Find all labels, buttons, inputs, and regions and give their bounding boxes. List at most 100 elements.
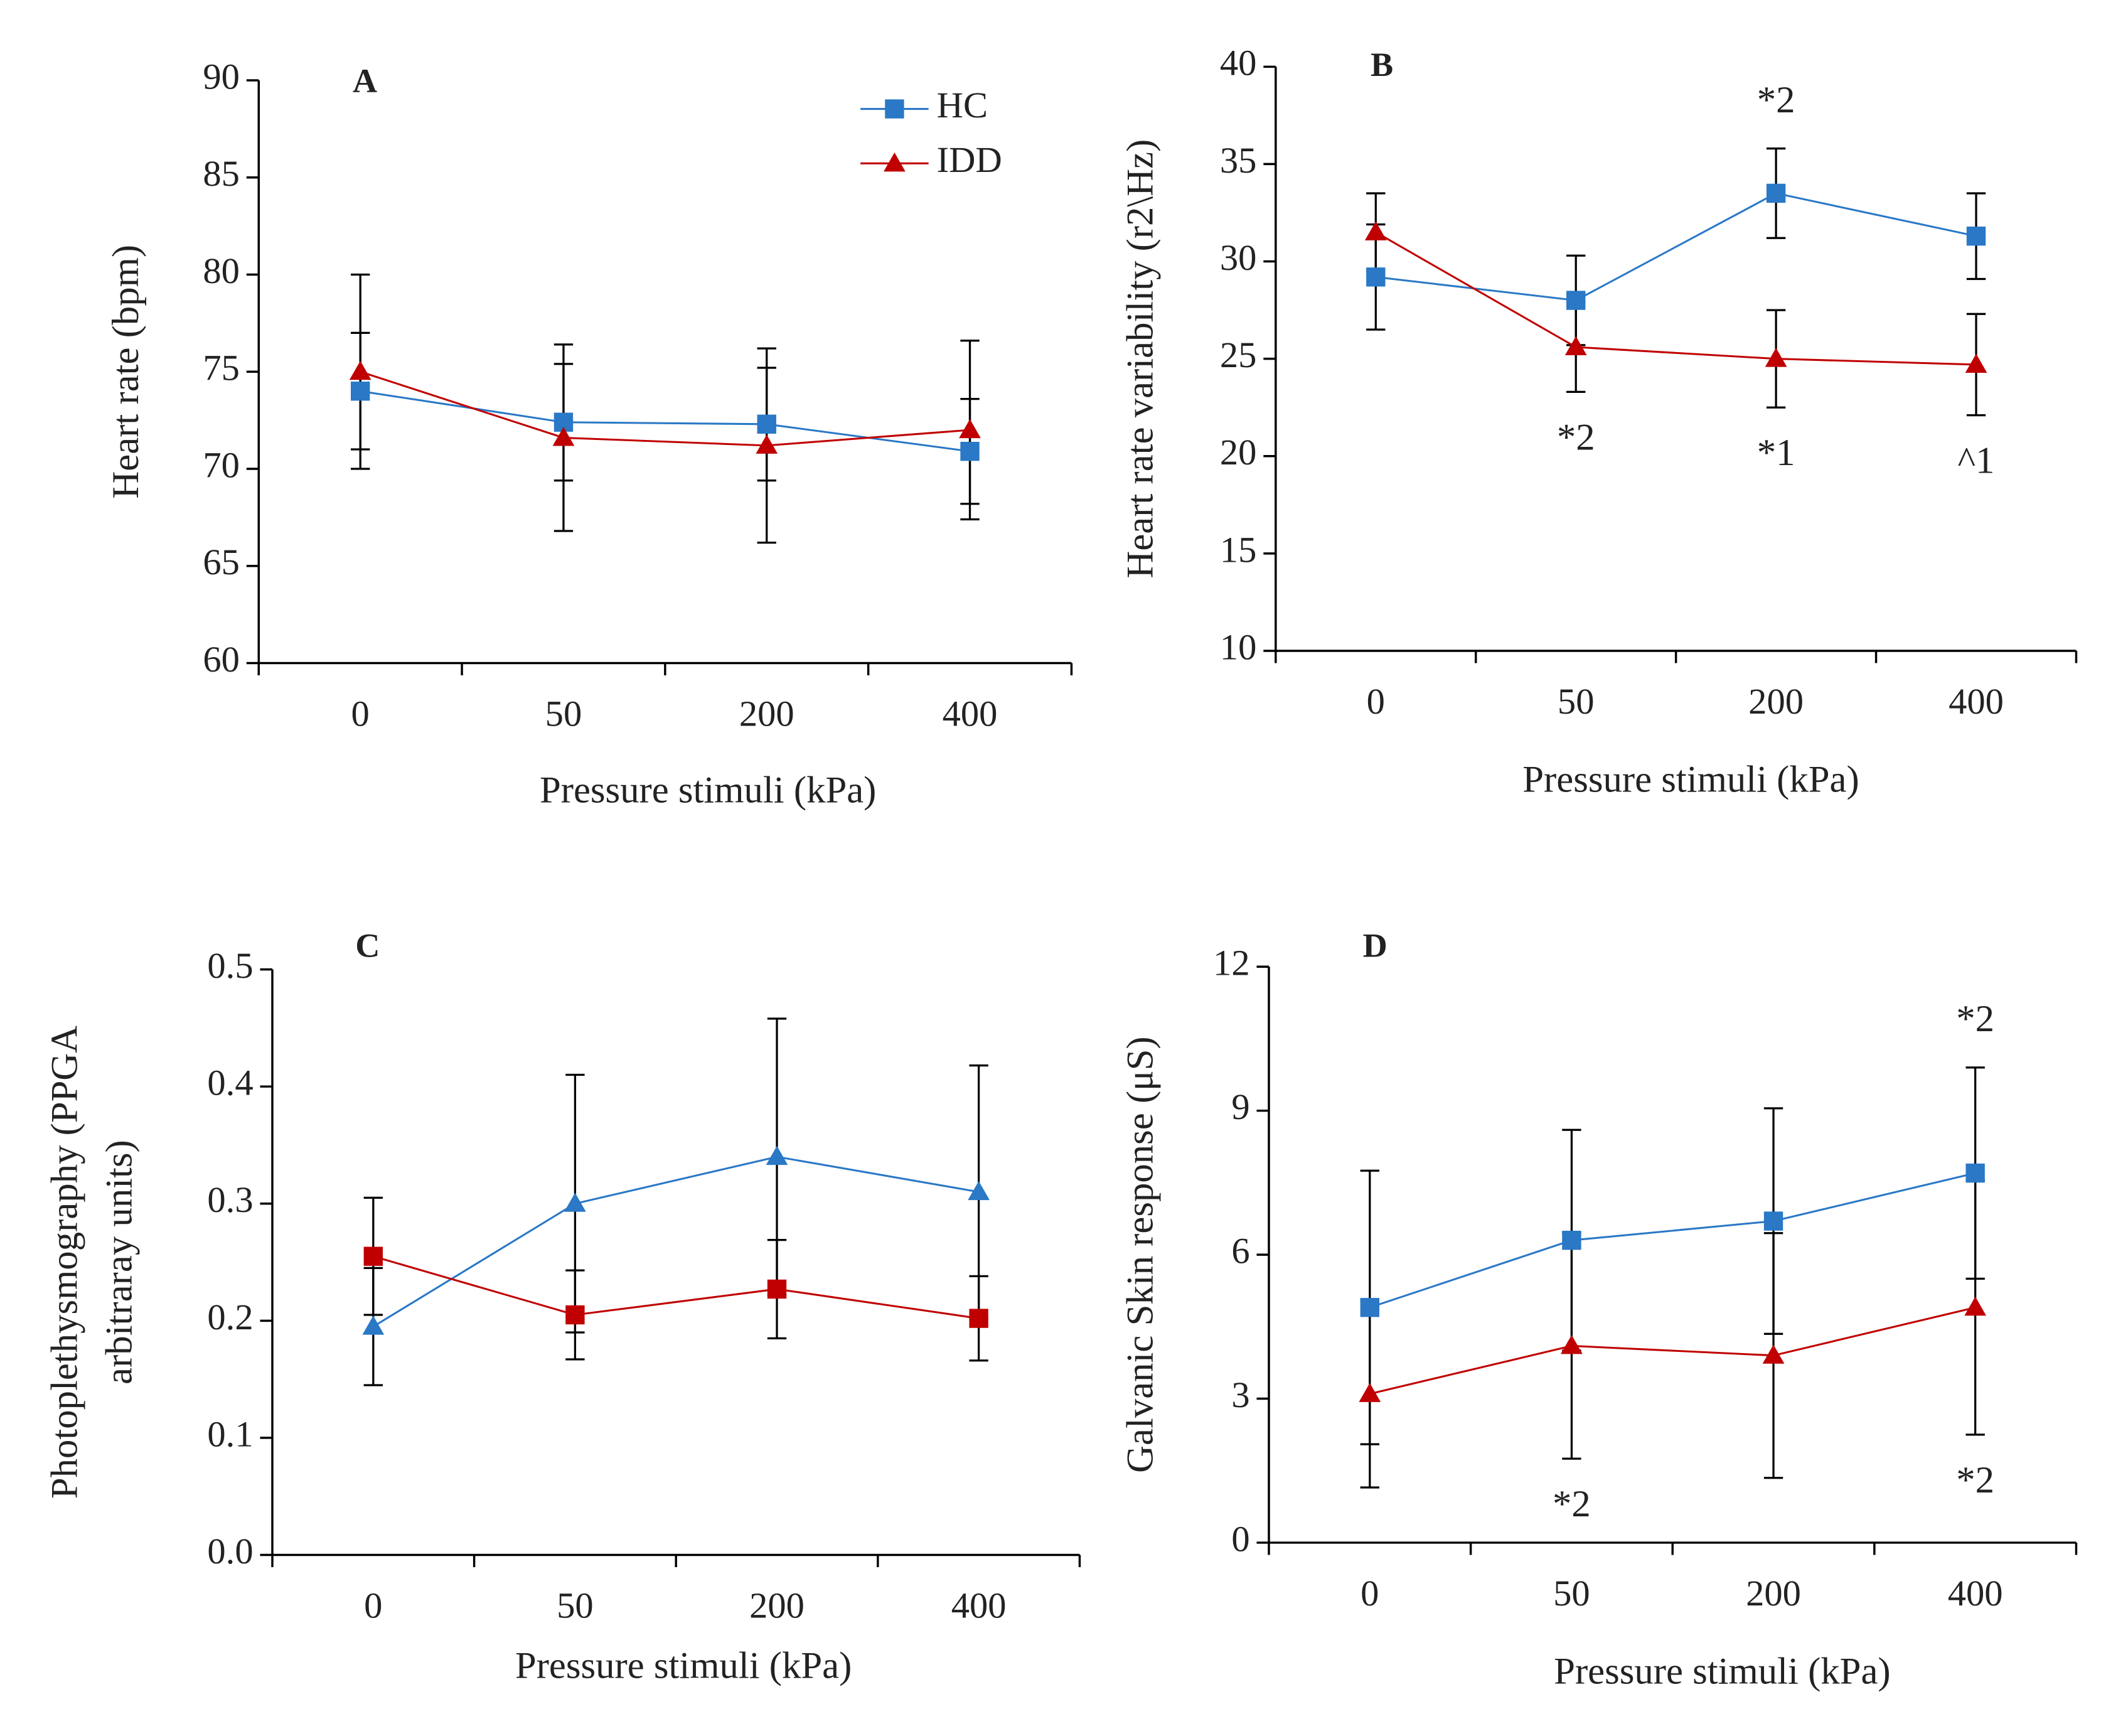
- x-tick-label: 0: [1367, 681, 1385, 722]
- legend-label: IDD: [937, 139, 1002, 180]
- x-tick-label: 400: [1948, 1573, 2003, 1614]
- x-tick-label: 50: [545, 694, 582, 734]
- y-axis-label: arbitraray units): [98, 1140, 140, 1385]
- y-tick-label: 70: [203, 444, 240, 485]
- y-tick-label: 10: [1220, 626, 1257, 667]
- point: [1965, 1163, 1985, 1183]
- y-tick-label: 12: [1213, 943, 1250, 983]
- point: [1359, 1383, 1381, 1402]
- x-tick-label: 200: [1746, 1573, 1801, 1614]
- point: [1766, 183, 1786, 203]
- y-tick-label: 9: [1231, 1086, 1249, 1127]
- point: [1366, 267, 1386, 287]
- point: [363, 1246, 383, 1266]
- point: [564, 1192, 586, 1212]
- x-axis-label: Pressure stimuli (kPa): [540, 769, 876, 812]
- point: [565, 1305, 585, 1325]
- point: [552, 427, 575, 446]
- point: [1562, 1230, 1581, 1250]
- y-tick-label: 0: [1231, 1518, 1249, 1559]
- x-tick-label: 400: [943, 694, 998, 734]
- y-tick-label: 30: [1220, 237, 1257, 278]
- series-line: [1375, 231, 1977, 366]
- series-line: [373, 1255, 979, 1320]
- point: [766, 1145, 788, 1165]
- y-tick-label: 20: [1220, 432, 1257, 473]
- y-tick-label: 65: [203, 542, 240, 582]
- y-tick-label: 80: [203, 250, 240, 291]
- y-axis-label: Photoplethysmography (PPGA: [44, 1026, 86, 1499]
- x-tick-label: 400: [951, 1585, 1007, 1626]
- y-tick-label: 6: [1231, 1231, 1249, 1272]
- series-line: [1369, 1306, 1976, 1395]
- x-tick-label: 50: [557, 1585, 594, 1626]
- panel-label: A: [353, 62, 377, 100]
- x-tick-label: 50: [1558, 681, 1595, 722]
- y-tick-label: 3: [1231, 1374, 1249, 1415]
- point: [969, 1309, 988, 1328]
- series-line: [360, 370, 970, 447]
- point: [1360, 1298, 1379, 1317]
- y-tick-label: 0.2: [207, 1297, 253, 1337]
- annotation: *2: [1557, 416, 1595, 458]
- point: [1364, 221, 1387, 241]
- x-tick-label: 200: [1748, 681, 1804, 722]
- panel-label: D: [1363, 927, 1387, 965]
- series-line: [1369, 1172, 1976, 1309]
- annotation: *2: [1956, 998, 1994, 1040]
- y-axis-label: Galvanic Skin response (μS): [1119, 1036, 1161, 1472]
- x-tick-label: 0: [1361, 1573, 1379, 1614]
- y-tick-label: 25: [1220, 335, 1257, 375]
- y-tick-label: 0.4: [207, 1063, 253, 1103]
- point: [1762, 1344, 1785, 1364]
- point: [767, 1279, 787, 1299]
- annotation: *1: [1757, 432, 1795, 474]
- annotation: *2: [1553, 1483, 1591, 1525]
- panel-label: B: [1371, 46, 1393, 83]
- y-tick-label: 85: [203, 153, 240, 194]
- point: [757, 414, 776, 434]
- x-tick-label: 200: [749, 1585, 805, 1626]
- y-tick-label: 0.1: [207, 1413, 253, 1454]
- y-tick-label: 35: [1220, 140, 1257, 181]
- series-line: [373, 1155, 979, 1327]
- point: [1765, 348, 1787, 367]
- y-tick-label: 15: [1220, 529, 1257, 570]
- point: [362, 1315, 385, 1335]
- point: [1965, 353, 1987, 373]
- point: [1964, 1296, 1987, 1316]
- x-tick-label: 400: [1949, 681, 2004, 722]
- y-axis-label: Heart rate variability (r2\Hz): [1119, 139, 1161, 579]
- point: [960, 441, 980, 461]
- x-axis-label: Pressure stimuli (kPa): [1522, 758, 1859, 800]
- y-tick-label: 0.3: [207, 1179, 253, 1220]
- point: [1763, 1211, 1783, 1231]
- point: [1564, 336, 1587, 356]
- x-tick-label: 0: [351, 694, 370, 734]
- point: [1566, 291, 1586, 310]
- annotation: ^1: [1958, 440, 1995, 482]
- point: [1966, 227, 1986, 246]
- panel-label: C: [355, 927, 380, 965]
- point: [959, 419, 981, 439]
- y-tick-label: 60: [203, 639, 240, 680]
- x-axis-label: Pressure stimuli (kPa): [515, 1645, 852, 1687]
- y-axis-label: Heart rate (bpm): [105, 245, 147, 499]
- y-tick-label: 75: [203, 348, 240, 388]
- point: [885, 99, 904, 119]
- point: [884, 152, 906, 172]
- point: [350, 382, 370, 401]
- y-tick-label: 0.0: [207, 1531, 253, 1572]
- point: [756, 434, 778, 454]
- y-tick-label: 90: [203, 56, 240, 97]
- legend-label: HC: [937, 85, 988, 126]
- y-tick-label: 0.5: [207, 945, 253, 986]
- point: [968, 1181, 990, 1201]
- y-tick-label: 40: [1220, 43, 1257, 83]
- annotation: *2: [1956, 1459, 1994, 1501]
- x-tick-label: 50: [1553, 1573, 1590, 1614]
- point: [349, 360, 372, 380]
- point: [1561, 1335, 1583, 1354]
- x-tick-label: 0: [364, 1585, 382, 1626]
